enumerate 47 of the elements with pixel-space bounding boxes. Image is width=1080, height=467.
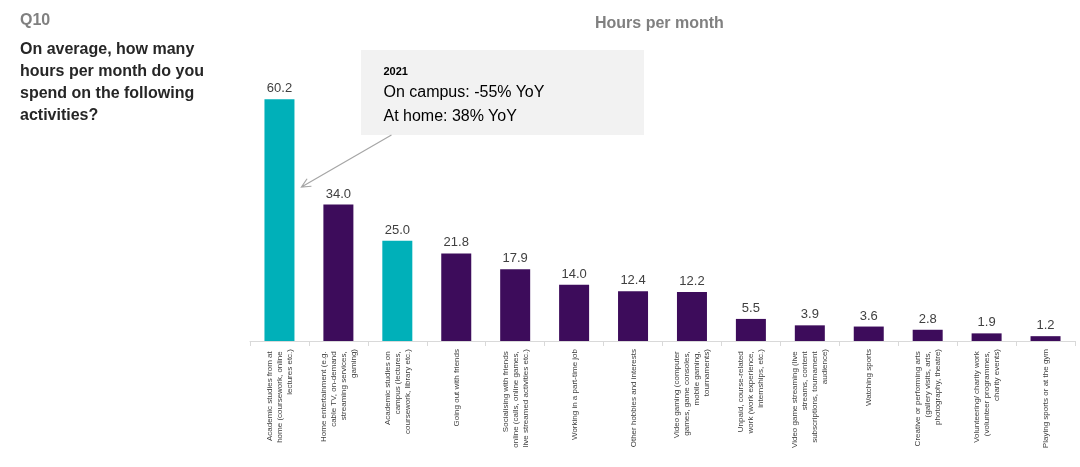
x-tick-label: Going out with friends <box>451 349 461 427</box>
data-label: 17.9 <box>502 250 528 266</box>
bar <box>735 318 766 341</box>
bar <box>1030 336 1061 341</box>
bar <box>382 240 413 341</box>
bar <box>676 292 707 341</box>
data-label: 21.8 <box>443 234 469 250</box>
bar <box>441 253 472 341</box>
x-tick-label: Video game streaming (live streams, content subscriptions, tournament audience) <box>790 348 830 449</box>
data-label: 3.6 <box>859 307 878 323</box>
note-box: 2021 On campus: -55% YoY At home: 38% YoY <box>361 50 645 135</box>
data-label: 1.2 <box>1036 317 1055 333</box>
data-label: 3.9 <box>800 306 819 322</box>
y-axis-title: Hours per month <box>595 13 724 31</box>
x-tick-label: Working in a part-time job <box>569 348 579 440</box>
data-label: 12.2 <box>679 273 705 289</box>
data-label: 12.4 <box>620 272 646 288</box>
bar <box>264 99 295 341</box>
data-label: 1.9 <box>977 314 996 330</box>
data-label: 60.2 <box>266 80 293 96</box>
data-label: 25.0 <box>384 221 410 237</box>
data-label: 5.5 <box>741 299 760 315</box>
data-label: 2.8 <box>918 310 937 326</box>
text: On average, how many hours per month do you spend on the following activities? <box>20 39 209 123</box>
bar <box>853 326 884 341</box>
data-label: 14.0 <box>561 265 587 281</box>
x-tick-label: Academic studies on campus (lectures, coursework, library etc.) <box>382 348 412 434</box>
x-tick-label: Unpaid, course-related work (work experience, internships, etc.) <box>736 348 766 435</box>
bar <box>500 269 531 341</box>
x-tick-label: Creative or performing arts (gallery visits, arts, photography, theatre) <box>913 348 943 447</box>
x-tick-label: Academic studies from at home (coursework, online lectures etc.) <box>264 348 294 443</box>
x-tick-label: Watching sports <box>864 349 874 407</box>
annotation: 2021 On campus: -55% YoY At home: 38% YoY <box>383 64 546 126</box>
x-tick-label: Volunteering/ charity work (volunteer programmes, charity events) <box>972 348 1002 443</box>
x-tick-label: Other hobbies and interests <box>628 349 638 448</box>
x-tick-label: Playing sports or at the gym <box>1041 348 1051 449</box>
x-tick-label: Home entertainment (e.g. cable TV, on-demand streaming services, gaming) <box>318 348 358 442</box>
bar <box>912 329 943 341</box>
bar <box>618 291 649 341</box>
bar <box>794 325 825 341</box>
text: Q10 <box>20 10 51 28</box>
x-tick-label: Video gaming (computer games, game consoles, mobile gaming, tournaments) <box>672 348 712 439</box>
bar <box>323 204 354 341</box>
bar <box>559 284 590 341</box>
x-tick-label: Socialising with friends online (calls, online games, live streamed activities etc.) <box>500 348 530 448</box>
data-label: 34.0 <box>325 185 352 201</box>
bar <box>971 333 1002 341</box>
